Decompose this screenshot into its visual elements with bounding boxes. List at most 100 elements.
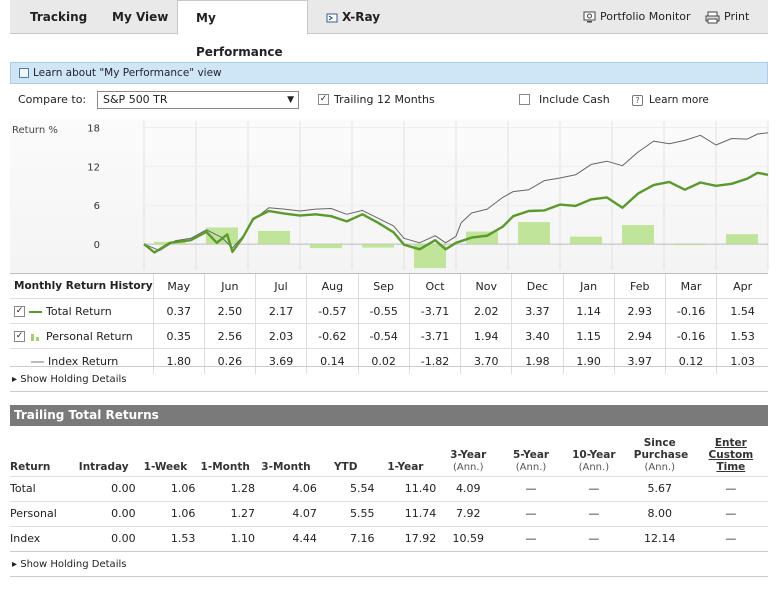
personal-return-bar xyxy=(518,222,550,245)
month-header: Jan xyxy=(562,273,615,299)
personal-return-checkbox[interactable]: ✓ xyxy=(14,331,25,342)
personal-return-bar xyxy=(362,244,394,248)
table-cell: -0.54 xyxy=(357,323,410,349)
table-row: ✓ Personal Return 0.35 2.56 2.03 -0.62 -… xyxy=(10,323,768,349)
table-cell: 0.26 xyxy=(203,348,256,374)
total-return-line xyxy=(143,171,769,254)
table-cell: 3.40 xyxy=(511,323,564,349)
table-cell: 1.94 xyxy=(460,323,512,349)
table-cell: 2.56 xyxy=(203,323,256,349)
row-label-total: Total xyxy=(10,475,72,501)
dropdown-arrow-icon: ▼ xyxy=(287,95,294,105)
personal-return-bar xyxy=(726,234,758,245)
performance-chart: Return % 0 6 12 18 xyxy=(12,121,769,270)
tab-tracking[interactable]: Tracking xyxy=(30,10,88,24)
table-cell: 7.92 xyxy=(436,500,501,526)
table-row: Index Return 1.80 0.26 3.69 0.14 0.02 -1… xyxy=(10,348,768,374)
table-cell: 2.03 xyxy=(254,323,307,349)
learn-banner-text: Learn about "My Performance" view xyxy=(33,67,222,79)
green-line-icon xyxy=(28,310,42,313)
table-cell: 11.74 xyxy=(374,500,437,526)
show-holding-details-toggle[interactable]: ▸ Show Holding Details xyxy=(12,374,126,385)
col-header-1month: 1-Month xyxy=(200,460,250,473)
table-cell: — xyxy=(693,500,768,526)
show-holding-label: Show Holding Details xyxy=(20,374,127,385)
table-cell: -0.16 xyxy=(664,323,717,349)
personal-return-bar xyxy=(258,230,290,245)
green-bar-icon xyxy=(30,333,39,341)
divider xyxy=(10,391,768,392)
table-cell: 5.67 xyxy=(625,475,694,501)
help-icon[interactable]: ? xyxy=(632,95,643,106)
col-3year-label: 3-Year xyxy=(450,448,487,461)
month-header: May xyxy=(152,273,205,299)
personal-return-bar xyxy=(622,225,654,245)
show-holding-details-toggle-2[interactable]: ▸ Show Holding Details xyxy=(12,559,126,570)
table-cell: — xyxy=(561,525,626,551)
table-cell: 0.12 xyxy=(664,348,717,374)
personal-return-bar xyxy=(414,244,446,269)
table-cell: -0.55 xyxy=(357,298,410,324)
table-cell: 1.03 xyxy=(716,348,768,374)
tab-bar xyxy=(10,0,768,34)
table-cell: 12.14 xyxy=(625,525,694,551)
personal-return-bar xyxy=(570,236,602,245)
trailing-12-months-checkbox[interactable]: ✓ xyxy=(318,94,329,105)
table-cell: 0.00 xyxy=(71,475,136,501)
table-cell: 2.94 xyxy=(613,323,666,349)
portfolio-monitor-button[interactable]: Portfolio Monitor xyxy=(583,0,691,34)
col-since-sub: (Ann.) xyxy=(644,461,676,473)
table-cell: 11.40 xyxy=(374,475,437,501)
total-return-checkbox[interactable]: ✓ xyxy=(14,306,25,317)
table-cell: 1.14 xyxy=(562,298,615,324)
y-tick-label: 6 xyxy=(94,201,100,212)
table-cell: 2.17 xyxy=(254,298,307,324)
tab-my-performance[interactable]: My Performance xyxy=(177,0,308,59)
trailing-12-months-label: Trailing 12 Months xyxy=(334,93,435,106)
table-cell: 1.06 xyxy=(135,475,196,501)
month-header: Mar xyxy=(664,273,717,299)
index-return-row-label: Index Return xyxy=(10,348,154,374)
table-cell: 2.50 xyxy=(203,298,256,324)
table-cell: 4.09 xyxy=(436,475,501,501)
table-cell: 1.90 xyxy=(562,348,615,374)
table-row: Total 0.00 1.06 1.28 4.06 5.54 11.40 4.0… xyxy=(10,475,768,501)
table-cell: 0.35 xyxy=(152,323,205,349)
print-button[interactable]: Print xyxy=(705,0,749,34)
col-5year-label: 5-Year xyxy=(512,448,550,461)
month-header: Feb xyxy=(613,273,666,299)
trailing-returns-table: Return Intraday 1-Week 1-Month 3-Month Y… xyxy=(10,430,768,551)
table-cell: 1.27 xyxy=(195,500,256,526)
compare-selected-value: S&P 500 TR xyxy=(103,93,168,106)
month-header: Sep xyxy=(357,273,410,299)
table-cell: — xyxy=(500,525,562,551)
tab-xray-label: X-Ray xyxy=(342,10,381,24)
learn-more-link[interactable]: Learn more xyxy=(649,94,709,106)
y-tick-label: 12 xyxy=(87,162,100,173)
compare-select[interactable]: S&P 500 TR ▼ xyxy=(97,91,299,109)
learn-banner[interactable]: Learn about "My Performance" view xyxy=(10,62,768,84)
col-header-intraday: Intraday xyxy=(78,460,129,473)
month-header: Nov xyxy=(460,273,512,299)
include-cash-label: Include Cash xyxy=(539,93,610,106)
tab-my-view[interactable]: My View xyxy=(112,10,169,24)
col-header-1year: 1-Year xyxy=(387,460,424,473)
col-10year-sub: (Ann.) xyxy=(578,461,610,473)
month-header: Dec xyxy=(511,273,564,299)
table-cell: 0.00 xyxy=(71,500,136,526)
tab-xray[interactable]: X-Ray xyxy=(326,0,398,34)
gray-line-icon xyxy=(30,361,44,363)
table-cell: 1.53 xyxy=(716,323,768,349)
table-cell: 1.54 xyxy=(716,298,768,324)
monthly-return-table: Monthly Return History May Jun Jul Aug S… xyxy=(10,273,768,374)
trailing-returns-header: Trailing Total Returns xyxy=(10,405,768,426)
include-cash-checkbox[interactable] xyxy=(519,94,530,105)
col-header-3month: 3-Month xyxy=(261,460,311,473)
table-cell: 7.16 xyxy=(316,525,375,551)
personal-return-row-label: ✓ Personal Return xyxy=(10,323,154,349)
month-header: Oct xyxy=(408,273,461,299)
table-cell: -0.16 xyxy=(664,298,717,324)
show-holding-label: Show Holding Details xyxy=(20,559,127,570)
compare-label: Compare to: xyxy=(18,93,87,106)
enter-custom-time-link[interactable]: Enter Custom Time xyxy=(694,430,768,476)
